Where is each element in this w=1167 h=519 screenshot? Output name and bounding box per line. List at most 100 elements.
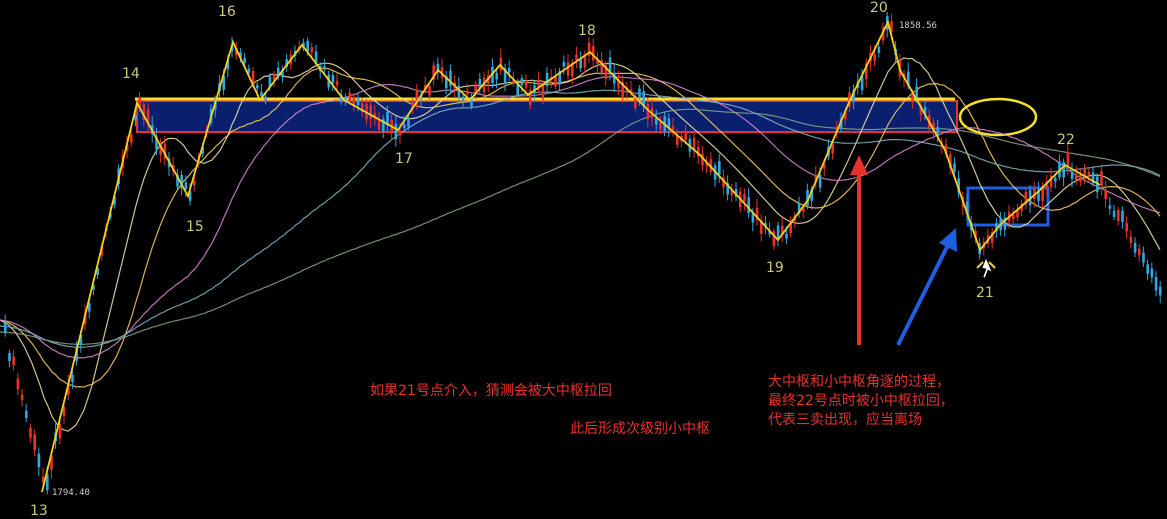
- candle-body: [79, 334, 83, 346]
- candle-body: [617, 79, 620, 89]
- candle-body: [919, 105, 923, 115]
- candle-body: [776, 225, 780, 238]
- candle-body: [335, 80, 339, 85]
- candle-body: [138, 97, 141, 108]
- moving-average-1: [0, 57, 1161, 432]
- candle-body: [709, 159, 713, 172]
- moving-average-2: [0, 67, 1161, 388]
- candle-body: [159, 144, 162, 156]
- candle-body: [33, 434, 36, 451]
- candle-body: [953, 163, 956, 172]
- wave-label-14: 14: [122, 66, 140, 82]
- candle-body: [797, 203, 801, 214]
- candle-body: [71, 374, 74, 383]
- candle-body: [860, 75, 864, 91]
- candle-body: [251, 71, 255, 85]
- candle-body: [646, 103, 650, 120]
- candle-body: [923, 107, 927, 114]
- candle-body: [1159, 286, 1162, 296]
- blue-arrow-shaft: [896, 244, 950, 346]
- large-pivot-zone: [136, 100, 958, 133]
- candle-body: [1125, 223, 1128, 232]
- candle-body: [67, 383, 70, 395]
- red-arrow-head: [850, 155, 868, 175]
- candle-body: [575, 54, 578, 61]
- candle-body: [684, 131, 687, 141]
- wave-label-17: 17: [395, 151, 413, 167]
- candle-body: [302, 42, 305, 49]
- candle-body: [516, 82, 519, 96]
- candle-body: [495, 72, 498, 80]
- candle-body: [1154, 277, 1158, 291]
- candle-body: [142, 104, 146, 120]
- candle-body: [46, 474, 49, 491]
- candle-body: [155, 136, 158, 150]
- candle-body: [12, 356, 15, 366]
- candle-body: [911, 92, 914, 101]
- candle-body: [621, 82, 624, 97]
- candle-body: [113, 196, 116, 205]
- candle-body: [852, 89, 855, 102]
- candle-body: [743, 193, 746, 202]
- candle-body: [907, 71, 910, 86]
- candle-body: [587, 42, 591, 56]
- candle-body: [407, 117, 410, 127]
- candle-body: [802, 207, 805, 212]
- candle-body: [1045, 181, 1049, 189]
- candle-body: [545, 72, 549, 86]
- candle-body: [260, 91, 263, 96]
- candle-body: [781, 225, 784, 235]
- candle-body: [524, 81, 528, 88]
- candle-body: [764, 222, 767, 226]
- candle-body: [995, 223, 998, 232]
- candle-body: [411, 101, 414, 109]
- candle-body: [264, 96, 267, 101]
- candle-body: [403, 124, 406, 128]
- wave-label-13: 13: [30, 503, 48, 519]
- candle-body: [377, 119, 381, 130]
- candle-body: [755, 207, 759, 220]
- candle-body: [146, 109, 150, 125]
- candle-body: [25, 410, 28, 418]
- candle-body: [701, 153, 704, 166]
- low-price-label: 1794.40: [52, 488, 90, 498]
- candle-body: [226, 60, 230, 70]
- candle-body: [1133, 242, 1137, 253]
- candle-body: [8, 353, 11, 361]
- wave-label-18: 18: [578, 23, 596, 39]
- candle-body: [613, 72, 616, 84]
- candle-body: [806, 190, 809, 206]
- candle-body: [974, 230, 977, 238]
- candle-body: [1003, 217, 1007, 230]
- candle-body: [592, 46, 595, 61]
- candle-body: [188, 191, 192, 201]
- wave-line: [41, 19, 1101, 493]
- candle-body: [277, 67, 280, 76]
- candle-body: [16, 378, 20, 390]
- candle-body: [440, 67, 444, 78]
- candle-body: [125, 144, 129, 152]
- candle-body: [503, 68, 507, 84]
- candle-body: [718, 161, 721, 175]
- candle-body: [1066, 152, 1070, 167]
- candle-body: [1012, 214, 1015, 220]
- candle-body: [184, 182, 188, 190]
- candle-body: [659, 122, 662, 130]
- candle-body: [285, 59, 288, 68]
- candle-body: [1049, 175, 1053, 188]
- candle-body: [75, 347, 78, 361]
- candle-body: [306, 40, 309, 52]
- candle-body: [991, 232, 994, 244]
- candle-body: [466, 90, 469, 94]
- candle-body: [201, 146, 204, 154]
- candle-body: [478, 78, 482, 88]
- candle-body: [1070, 171, 1074, 179]
- candle-body: [41, 476, 45, 483]
- moving-average-4: [0, 89, 1161, 348]
- candle-body: [394, 123, 398, 139]
- candle-body: [247, 68, 251, 73]
- candle-body: [957, 178, 960, 193]
- candle-body: [604, 64, 608, 79]
- candle-body: [29, 427, 32, 438]
